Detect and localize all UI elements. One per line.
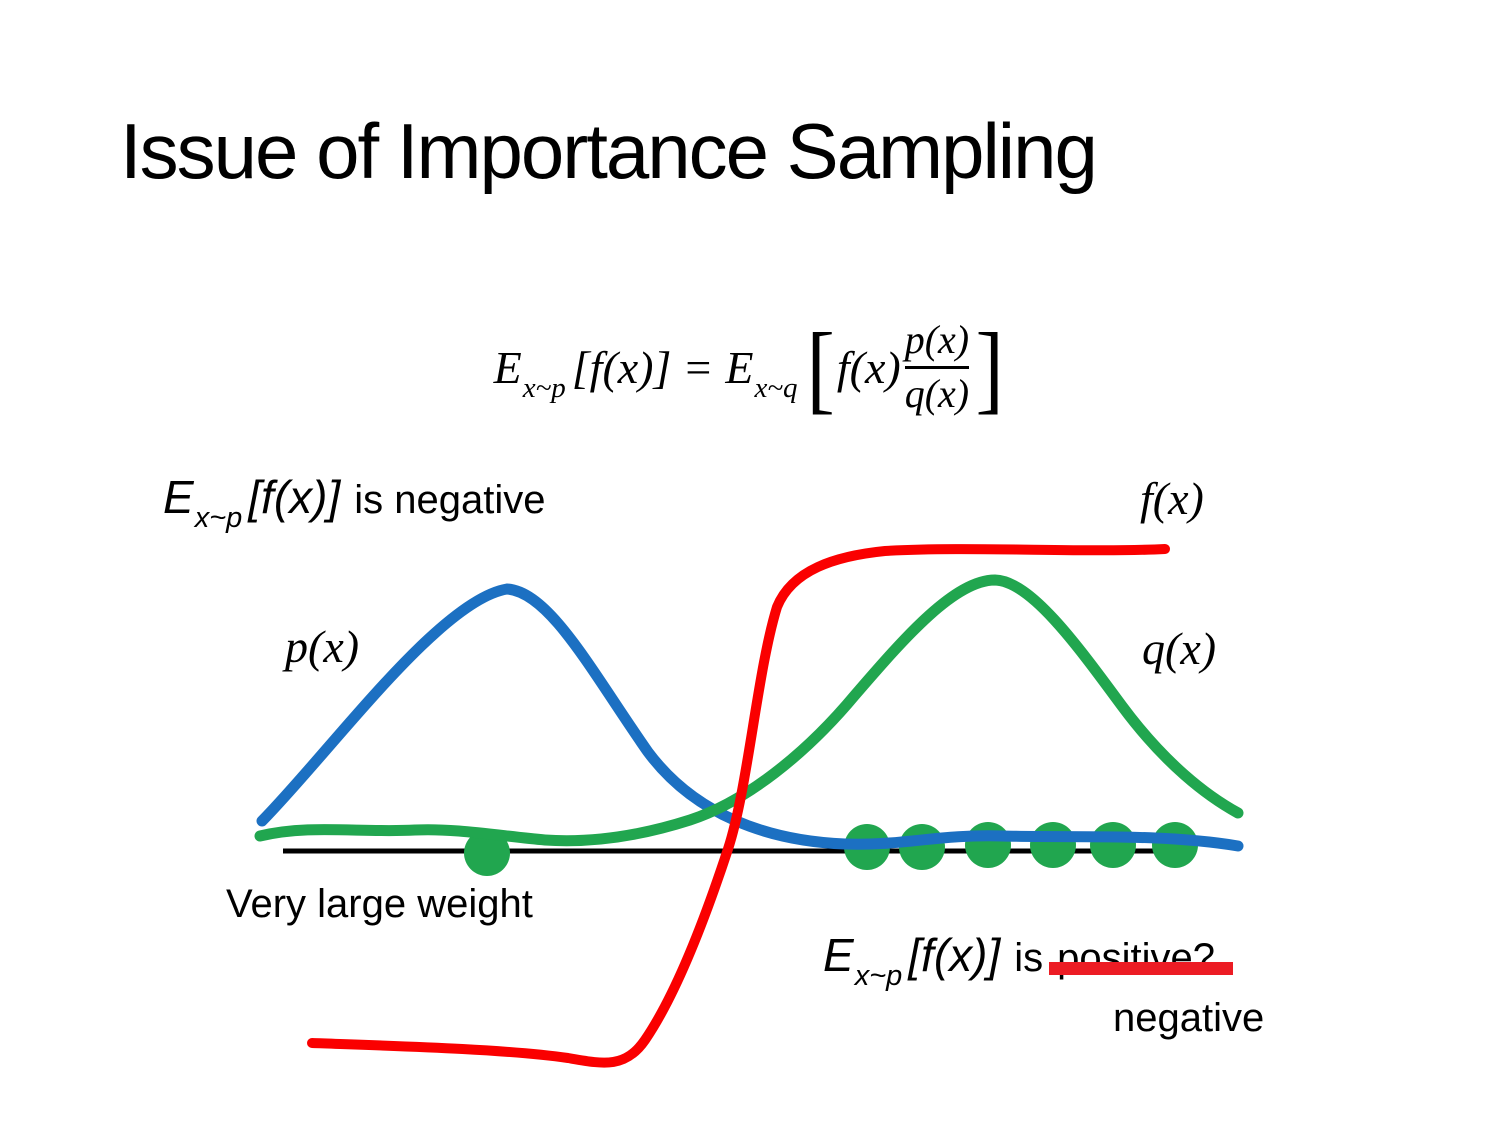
expectation-positive-note: Ex~p [f(x)] is positive? [823, 928, 1234, 992]
fraction-denominator: q(x) [904, 371, 970, 416]
open-bracket: [ [806, 311, 835, 423]
close-bracket: ] [975, 311, 1004, 423]
red-strikethrough [1049, 962, 1234, 975]
sample-dot [464, 830, 510, 876]
weight-fraction: p(x) q(x) [904, 317, 970, 417]
negative-answer: negative [1113, 996, 1265, 1040]
f-curve-label: f(x) [1140, 473, 1204, 524]
p-curve-label: p(x) [285, 621, 360, 672]
fraction-numerator: p(x) [904, 317, 970, 363]
is-text: is [1014, 936, 1044, 980]
slide-title: Issue of Importance Sampling [120, 107, 1098, 195]
importance-sampling-formula: Ex~p [f(x)] = Ex~q [ f(x) p(x) q(x) ] [0, 295, 1500, 440]
p-distribution-curve [256, 583, 1244, 852]
formula-lhs: Ex~p [f(x)] = Ex~q [493, 342, 798, 404]
very-large-weight-note: Very large weight [226, 882, 533, 926]
struck-positive-word: positive? [1049, 936, 1234, 981]
q-distribution-curve [254, 574, 1244, 847]
fraction-bar [904, 366, 970, 369]
negative-note-text: is negative [354, 478, 546, 522]
formula-fx: f(x) [836, 342, 901, 393]
expectation-negative-note: Ex~p [f(x)] is negative [163, 471, 546, 534]
f-function-curve [307, 544, 1170, 1068]
q-curve-label: q(x) [1142, 623, 1217, 674]
